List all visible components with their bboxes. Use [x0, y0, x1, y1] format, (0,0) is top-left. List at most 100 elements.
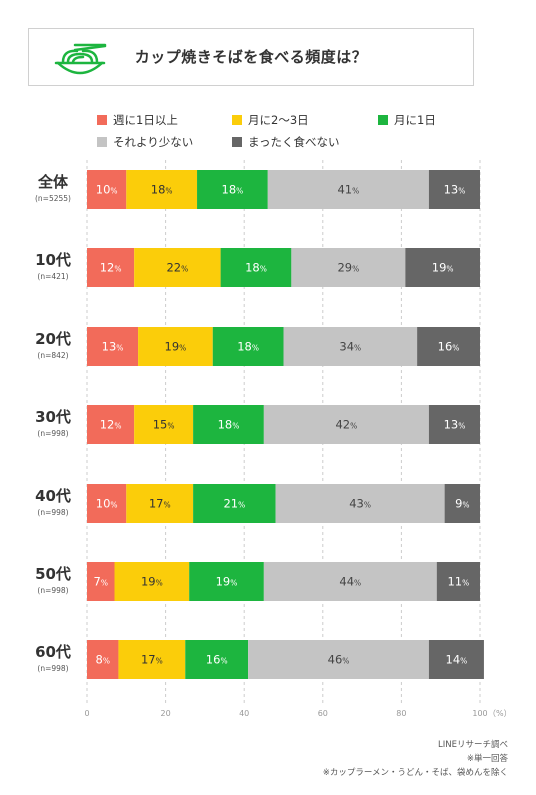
data-label: 11% — [447, 575, 469, 589]
data-label: 19% — [216, 575, 238, 589]
bar-segment — [428, 640, 484, 679]
legend-swatch — [97, 115, 107, 125]
category-sample-size: (n=421) — [37, 272, 68, 281]
bar-segment — [193, 484, 276, 523]
bar-segment — [267, 170, 429, 209]
title-box: カップ焼きそばを食べる頻度は？ — [28, 28, 474, 86]
bar-segment — [197, 170, 268, 209]
footnote-single-answer: ※単一回答 — [466, 754, 508, 764]
x-tick-label: 40 — [239, 709, 249, 718]
data-label: 18% — [218, 418, 240, 432]
data-label: 41% — [337, 183, 359, 197]
data-label: 18% — [245, 261, 267, 275]
bar-segment — [126, 170, 198, 209]
data-label: 8% — [95, 653, 109, 667]
data-label: 43% — [349, 497, 371, 511]
data-label: 13% — [444, 418, 466, 432]
bar-segment — [212, 327, 284, 366]
bar-segment — [263, 562, 437, 601]
data-label: 7% — [94, 575, 108, 589]
footnote-source: LINEリサーチ調べ — [438, 740, 508, 750]
bar-segment — [248, 640, 429, 679]
bar-segment — [126, 484, 194, 523]
data-label: 12% — [100, 261, 122, 275]
x-tick-label: 100 — [472, 709, 487, 718]
legend-swatch — [232, 115, 242, 125]
legend-label: 月に1日 — [394, 113, 436, 127]
bar-segment — [436, 562, 480, 601]
bar-segment — [193, 405, 264, 444]
category-label: 50代 — [35, 565, 71, 583]
legend-swatch — [232, 137, 242, 147]
legend-item: 月に1日 — [378, 112, 436, 128]
bar-segment — [134, 248, 221, 287]
data-label: 44% — [339, 575, 361, 589]
data-label: 14% — [446, 653, 468, 667]
category-sample-size: (n=998) — [37, 664, 68, 673]
data-label: 13% — [444, 183, 466, 197]
category-label: 60代 — [35, 643, 71, 661]
bar-segment — [87, 327, 139, 366]
bar-segment — [87, 640, 119, 679]
bar-segment — [283, 327, 418, 366]
bar-segment — [220, 248, 292, 287]
bar-segment — [87, 248, 135, 287]
legend-item: 月に2〜3日 — [232, 112, 309, 128]
bar-segment — [114, 562, 190, 601]
x-tick-label: 60 — [318, 709, 328, 718]
legend-label: 週に1日以上 — [113, 113, 178, 127]
category-sample-size: (n=842) — [37, 351, 68, 360]
x-tick-label: 80 — [396, 709, 406, 718]
data-label: 18% — [151, 183, 173, 197]
bar-segment — [291, 248, 406, 287]
data-label: 29% — [337, 261, 359, 275]
category-sample-size: (n=998) — [37, 586, 68, 595]
legend-label: それより少ない — [113, 135, 194, 149]
chart-title: カップ焼きそばを食べる頻度は？ — [134, 48, 368, 66]
data-label: 9% — [455, 497, 469, 511]
bar-segment — [428, 170, 480, 209]
category-sample-size: (n=5255) — [35, 194, 71, 203]
legend-item: 週に1日以上 — [97, 112, 178, 128]
bar-segment — [185, 640, 249, 679]
data-label: 18% — [222, 183, 244, 197]
bar-segment — [189, 562, 264, 601]
data-label: 18% — [237, 340, 259, 354]
data-label: 42% — [335, 418, 357, 432]
bar-segment — [134, 405, 194, 444]
data-label: 12% — [100, 418, 122, 432]
data-label: 19% — [432, 261, 454, 275]
data-label: 10% — [96, 497, 118, 511]
category-label: 10代 — [35, 251, 71, 269]
legend-label: まったく食べない — [248, 135, 340, 149]
bar-segment — [118, 640, 186, 679]
category-sample-size: (n=998) — [37, 429, 68, 438]
data-label: 34% — [339, 340, 361, 354]
legend-item: まったく食べない — [232, 134, 340, 150]
legend-swatch — [378, 115, 388, 125]
footnote-exclusion: ※カップラーメン・うどん・そば、袋めんを除く — [322, 768, 508, 778]
category-label: 40代 — [35, 487, 71, 505]
bar-segment — [417, 327, 480, 366]
legend-label: 月に2〜3日 — [248, 113, 309, 127]
x-tick-label: 0 — [84, 709, 89, 718]
bar-segment — [87, 170, 127, 209]
data-label: 17% — [141, 653, 163, 667]
data-label: 19% — [141, 575, 163, 589]
bar-segment — [138, 327, 213, 366]
x-tick-label: 20 — [161, 709, 171, 718]
bar-segment — [87, 562, 115, 601]
noodle-bowl-icon — [54, 43, 107, 75]
category-label: 20代 — [35, 330, 71, 348]
bar-segment — [87, 405, 135, 444]
data-label: 15% — [153, 418, 175, 432]
bar-segment — [444, 484, 480, 523]
data-label: 22% — [166, 261, 188, 275]
bar-segment — [87, 484, 127, 523]
legend-swatch — [97, 137, 107, 147]
data-label: 13% — [102, 340, 124, 354]
legend-item: それより少ない — [97, 134, 193, 150]
data-label: 16% — [206, 653, 228, 667]
bar-segment — [263, 405, 429, 444]
